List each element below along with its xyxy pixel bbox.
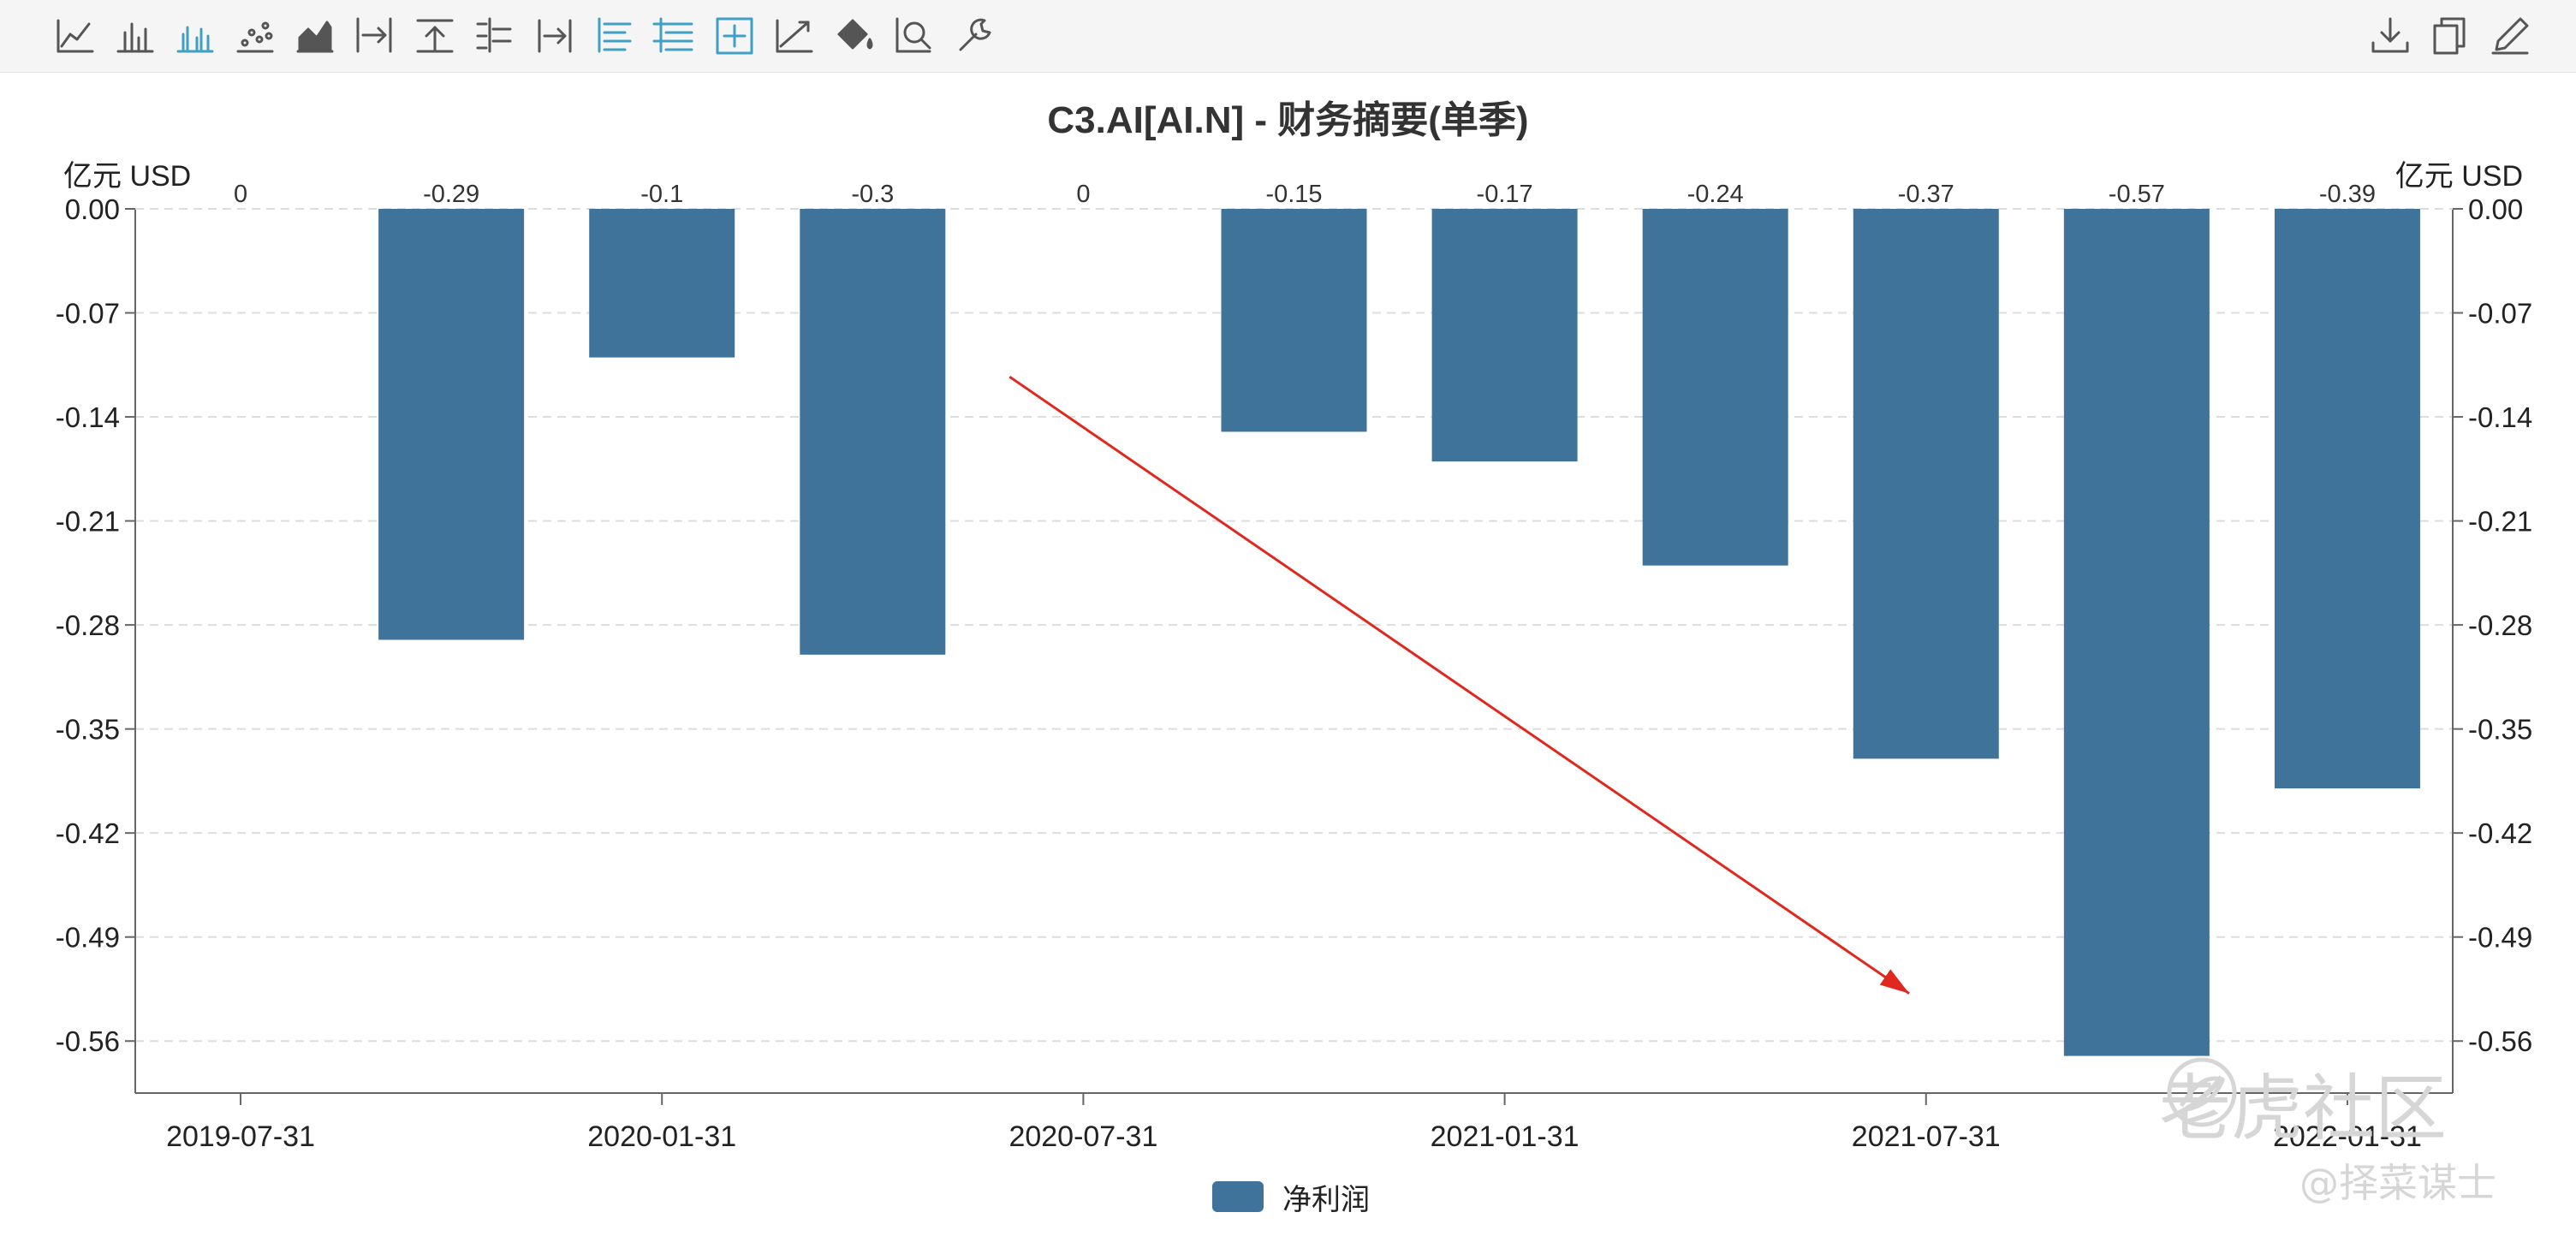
watermark-logo-icon bbox=[2167, 1057, 2237, 1127]
watermark-author: @择菜谋士 bbox=[2299, 1160, 2496, 1206]
toolbar bbox=[0, 0, 2576, 73]
x-tick-label: 2021-01-31 bbox=[1431, 1120, 1580, 1153]
y-tick-label-right: -0.56 bbox=[2468, 1025, 2532, 1057]
y-tick-label-left: -0.56 bbox=[56, 1025, 120, 1057]
y-tick-label-right: -0.35 bbox=[2468, 714, 2532, 746]
y-tick-label-left: -0.14 bbox=[56, 401, 120, 433]
bar bbox=[589, 209, 735, 358]
wrench-icon[interactable] bbox=[950, 12, 998, 60]
paint-bucket-icon[interactable] bbox=[830, 12, 878, 60]
y-tick-label-left: -0.49 bbox=[56, 922, 120, 954]
bar-value-label: 0 bbox=[234, 181, 247, 208]
bar-value-label: -0.17 bbox=[1477, 181, 1533, 208]
legend-label-net-profit: 净利润 bbox=[1282, 1183, 1370, 1216]
copy-icon[interactable] bbox=[2426, 12, 2474, 60]
y-tick-label-left: -0.21 bbox=[56, 506, 120, 538]
watermark-brand: 老虎社区 bbox=[2159, 1067, 2448, 1150]
upload-icon[interactable] bbox=[411, 12, 459, 60]
y-tick-label-left: -0.42 bbox=[56, 817, 120, 849]
bar bbox=[2274, 209, 2420, 789]
watermark-logo-mark bbox=[2179, 1076, 2226, 1112]
bar bbox=[800, 209, 946, 655]
bar bbox=[2063, 209, 2210, 1056]
bar-value-label: -0.29 bbox=[423, 181, 479, 208]
y-tick-label-right: -0.49 bbox=[2468, 922, 2532, 954]
bar-value-label: -0.37 bbox=[1898, 181, 1954, 208]
x-tick-label: 2021-07-31 bbox=[1852, 1120, 2001, 1153]
download-icon[interactable] bbox=[2366, 12, 2414, 60]
y-tick-label-right: -0.42 bbox=[2468, 817, 2532, 849]
y-tick-label-left: -0.28 bbox=[56, 609, 120, 641]
bar bbox=[1642, 209, 1788, 566]
legend-swatch bbox=[1212, 1181, 1264, 1212]
y-tick-label-right: -0.07 bbox=[2468, 298, 2532, 330]
bar-value-label: -0.1 bbox=[640, 181, 683, 208]
chart-title: C3.AI[AI.N] - 财务摘要(单季) bbox=[1047, 99, 1529, 141]
indent-list-icon[interactable] bbox=[651, 12, 699, 60]
grouped-bar-chart-icon[interactable] bbox=[171, 12, 219, 60]
add-box-icon[interactable] bbox=[711, 12, 759, 60]
area-chart-icon[interactable] bbox=[291, 12, 339, 60]
trend-arrow-line bbox=[1008, 375, 1910, 995]
list-tree-icon[interactable] bbox=[471, 12, 519, 60]
bar-value-label: -0.15 bbox=[1265, 181, 1322, 208]
bar-value-label: -0.57 bbox=[2109, 181, 2165, 208]
y-tick-label-left: -0.35 bbox=[56, 714, 120, 746]
right-axis-unit: 亿元 USD bbox=[2395, 160, 2523, 193]
x-tick-label: 2020-01-31 bbox=[587, 1120, 736, 1153]
y-tick-label-left: -0.07 bbox=[56, 298, 120, 330]
zoom-icon[interactable] bbox=[890, 12, 938, 60]
y-tick-label-right: -0.28 bbox=[2468, 609, 2532, 641]
y-tick-label-right: -0.21 bbox=[2468, 506, 2532, 538]
x-tick-label: 2019-07-31 bbox=[166, 1120, 315, 1153]
bar-value-label: -0.24 bbox=[1687, 181, 1744, 208]
list-icon[interactable] bbox=[591, 12, 639, 60]
to-end-icon[interactable] bbox=[351, 12, 399, 60]
bar-value-label: -0.3 bbox=[851, 181, 894, 208]
y-tick-label-right: 0.00 bbox=[2468, 193, 2523, 225]
bar-value-label: 0 bbox=[1076, 181, 1090, 208]
trend-arrow-head bbox=[1879, 969, 1910, 994]
bar bbox=[1431, 209, 1578, 462]
bar bbox=[1853, 209, 1999, 759]
trend-icon[interactable] bbox=[770, 12, 818, 60]
x-tick-label: 2020-07-31 bbox=[1008, 1120, 1157, 1153]
line-chart-icon[interactable] bbox=[51, 12, 99, 60]
left-axis-unit: 亿元 USD bbox=[63, 160, 192, 193]
y-tick-label-left: 0.00 bbox=[65, 193, 120, 225]
x-tick-label: 2022-01-31 bbox=[2273, 1120, 2422, 1153]
bar-chart-icon[interactable] bbox=[111, 12, 159, 60]
scatter-chart-icon[interactable] bbox=[231, 12, 279, 60]
bar bbox=[378, 209, 525, 640]
bar-value-label: -0.39 bbox=[2319, 181, 2376, 208]
y-tick-label-right: -0.14 bbox=[2468, 401, 2532, 433]
edit-icon[interactable] bbox=[2486, 12, 2534, 60]
legend[interactable]: 净利润 bbox=[1212, 1176, 1370, 1217]
goto-icon[interactable] bbox=[531, 12, 579, 60]
bar bbox=[1221, 209, 1367, 432]
